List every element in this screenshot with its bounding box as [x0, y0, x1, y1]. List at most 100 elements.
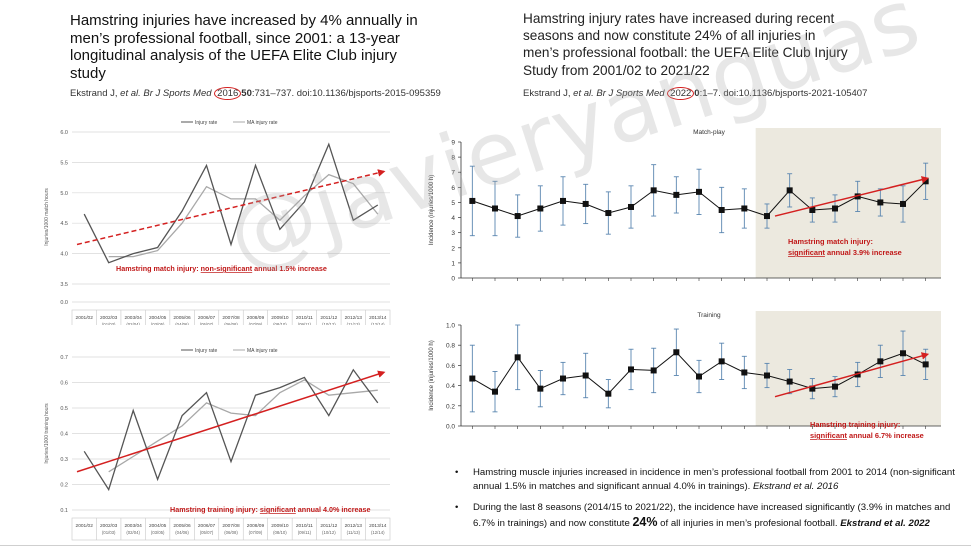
- trend-arrow: [774, 352, 930, 398]
- data-point: [537, 385, 544, 392]
- y-tick-label: 0.7: [60, 355, 68, 361]
- x-tick-label: 2009/10: [271, 315, 289, 321]
- x-tick-label: 2005/06: [173, 315, 191, 321]
- y-tick-label: 8: [451, 155, 455, 162]
- x-tick-label: 2011/12: [320, 523, 337, 529]
- y-tick-label: 0.8: [446, 343, 455, 350]
- x-tick-sublabel: (08/10): [273, 530, 287, 535]
- x-tick-sublabel: (09/11): [298, 530, 312, 535]
- right-cite-pages: :1–7. doi:10.1136/bjsports-2021-105407: [699, 88, 868, 99]
- training-injury-chart-2016: 0.1 0.2 0.3 0.4 0.5 0.6 0.7 Injuries/1000 train…: [44, 348, 391, 541]
- x-tick-sublabel: (02/04): [126, 530, 140, 535]
- data-point: [741, 369, 748, 376]
- data-point: [469, 197, 476, 204]
- y-tick-label: 0.2: [446, 403, 455, 410]
- x-tick-sublabel: (08/10): [273, 322, 287, 325]
- trend-arrow: [76, 169, 386, 246]
- y-tick-label: 1.0: [446, 323, 455, 330]
- x-tick-sublabel: (12/14): [371, 322, 385, 325]
- trend-annotation-title: Hamstring training injury:: [810, 420, 900, 429]
- x-tick-label: 2009/10: [271, 523, 289, 529]
- data-point: [537, 205, 544, 212]
- x-tick-sublabel: (05/07): [200, 530, 214, 535]
- data-point: [718, 358, 725, 365]
- data-point: [650, 187, 657, 194]
- data-point: [832, 205, 838, 212]
- x-tick-label: 2004/05: [149, 523, 167, 529]
- data-point: [605, 390, 612, 397]
- bullet-item: • Hamstring muscle injuries increased in…: [455, 466, 955, 494]
- left-cite-author: Ekstrand J,: [70, 88, 121, 99]
- y-tick-label: 6.0: [60, 130, 68, 136]
- y-tick-label: 5: [451, 200, 455, 207]
- y-tick-label: 0.0: [60, 300, 68, 306]
- left-paper-title: Hamstring injuries have increased by 4% …: [70, 12, 418, 82]
- x-tick-sublabel: (10/12): [322, 322, 336, 325]
- right-citation: Ekstrand J, et al. Br J Sports Med 2022 0…: [523, 87, 868, 100]
- x-tick-sublabel: (10/12): [322, 530, 336, 535]
- match-injury-chart-2016: 0.0 3.5 4.0 4.5 5.0 5.5 6.0 Injuries/1000 match…: [44, 120, 391, 325]
- right-cite-volume: 0: [694, 88, 700, 99]
- data-point: [877, 199, 884, 206]
- data-point: [492, 388, 498, 395]
- right-paper-title: Hamstring injury rates have increased du…: [523, 11, 848, 78]
- data-point: [877, 358, 884, 365]
- data-point: [809, 207, 816, 213]
- x-tick-label: 2010/11: [296, 523, 313, 529]
- category-table: [71, 309, 391, 325]
- training-chart-2022: 0.0 0.2 0.4 0.6 0.8 1.0 Incidence (injuries/10…: [429, 311, 941, 440]
- y-tick-label: 6: [451, 185, 455, 192]
- legend-label: MA injury rate: [247, 348, 278, 354]
- y-tick-label: 0.4: [446, 383, 455, 390]
- x-tick-sublabel: (06/08): [224, 530, 238, 535]
- series-line: [83, 368, 379, 492]
- x-tick-label: 2006/07: [198, 523, 216, 529]
- x-tick-label: 2007/08: [222, 315, 240, 321]
- data-point: [764, 213, 770, 220]
- bullet-item: • During the last 8 seasons (2014/15 to …: [455, 501, 955, 531]
- trend-annotation: Hamstring training injury: significant a…: [170, 505, 371, 514]
- x-tick-sublabel: (11/13): [347, 530, 361, 535]
- x-tick-label: 2003/04: [124, 315, 142, 321]
- y-tick-label: 9: [451, 140, 455, 147]
- data-point: [628, 203, 634, 210]
- data-point: [786, 378, 793, 385]
- series-line: [83, 142, 379, 264]
- right-cite-author: Ekstrand J,: [523, 88, 574, 99]
- data-point: [696, 373, 702, 380]
- data-point: [696, 188, 702, 195]
- data-point: [741, 205, 748, 212]
- left-citation: Ekstrand J, et al. Br J Sports Med 2016 5…: [70, 87, 441, 100]
- chart-title: Match-play: [693, 129, 726, 136]
- y-tick-label: 0.5: [60, 406, 68, 412]
- bullet-text: During the last 8 seasons (2014/15 to 20…: [473, 502, 951, 529]
- x-tick-sublabel: (05/07): [200, 322, 214, 325]
- trend-arrow: [76, 370, 386, 473]
- data-point: [628, 366, 634, 373]
- y-axis-label: Injuries/1000 training hours: [44, 403, 50, 464]
- x-tick-label: 2007/08: [222, 523, 240, 529]
- y-tick-label: 5.5: [60, 160, 68, 166]
- data-point: [514, 354, 521, 361]
- x-tick-sublabel: (01/03): [102, 322, 116, 325]
- y-tick-label: 3: [451, 230, 455, 237]
- data-point: [560, 197, 566, 204]
- y-tick-label: 0.6: [60, 381, 68, 387]
- shaded-period: [755, 311, 941, 426]
- x-tick-label: 2008/09: [247, 315, 265, 321]
- left-cite-volume: 50: [241, 88, 252, 99]
- y-tick-label: 7: [451, 170, 455, 177]
- data-point: [900, 350, 906, 357]
- bullet-text: Hamstring muscle injuries increased in i…: [473, 467, 955, 492]
- trend-annotation-title: Hamstring match injury:: [788, 237, 873, 246]
- y-tick-label: 5.0: [60, 191, 68, 197]
- x-tick-label: 2013/14: [369, 523, 387, 529]
- data-point: [922, 361, 929, 368]
- x-tick-label: 2011/12: [320, 315, 337, 321]
- x-tick-sublabel: (06/08): [224, 322, 238, 325]
- data-point: [900, 200, 906, 207]
- x-tick-sublabel: (12/14): [371, 530, 385, 535]
- y-tick-label: 0.4: [60, 432, 68, 438]
- x-tick-label: 2001/02: [76, 315, 94, 321]
- x-tick-label: 2013/14: [369, 315, 387, 321]
